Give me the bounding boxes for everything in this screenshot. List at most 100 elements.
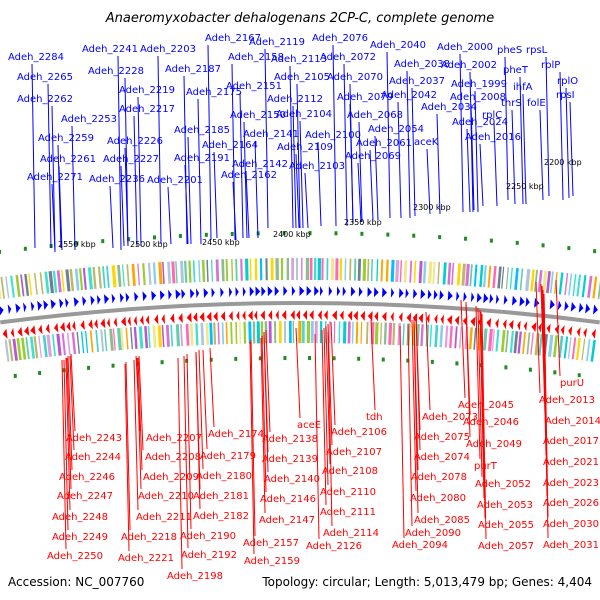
gene-arrow <box>181 289 186 299</box>
gene-arrow <box>519 296 525 307</box>
forward-gene-label: Adeh_2024 <box>452 117 508 128</box>
forward-connector <box>109 185 114 249</box>
tick-mark <box>23 246 27 251</box>
forward-connector <box>120 165 125 247</box>
kbp-label: 2550 kbp <box>58 240 96 249</box>
reverse-connector <box>63 359 69 531</box>
cog-color-segment <box>439 325 444 348</box>
gene-arrow <box>90 295 95 306</box>
gene-arrow <box>211 287 215 298</box>
cog-color-segment <box>586 339 591 362</box>
forward-gene-label: Adeh_2068 <box>347 110 403 121</box>
reverse-gene-label: Adeh_2075 <box>414 432 470 443</box>
reverse-gene-label: Adeh_2107 <box>326 447 382 458</box>
forward-gene-label: Adeh_2109 <box>277 142 333 153</box>
cog-color-segment <box>365 321 369 345</box>
cog-color-segment <box>78 268 84 291</box>
gene-arrow <box>336 286 341 297</box>
forward-gene-label: Adeh_2217 <box>119 104 175 115</box>
gene-arrow <box>203 287 209 298</box>
forward-gene-label: Adeh_2070 <box>327 72 383 83</box>
reverse-gene-label: Adeh_2198 <box>167 571 223 582</box>
reverse-gene-label: Adeh_2211 <box>136 512 192 523</box>
cog-color-segment <box>505 267 509 290</box>
gene-arrow <box>121 316 127 327</box>
gene-arrow <box>151 290 157 301</box>
forward-gene-label: Adeh_2158 <box>228 52 284 63</box>
cog-color-segment <box>360 321 363 344</box>
gene-arrow <box>72 320 76 331</box>
cog-color-segment <box>409 260 413 283</box>
cog-color-segment <box>301 258 303 281</box>
cog-color-segment <box>546 271 551 294</box>
reverse-gene-label: Adeh_2085 <box>414 515 470 526</box>
genome-backbone <box>0 301 600 325</box>
cog-color-segment <box>130 327 134 350</box>
reverse-gene-label: Adeh_2017 <box>543 436 599 447</box>
cog-color-segment <box>171 261 176 284</box>
forward-gene-label: Adeh_2175 <box>186 87 242 98</box>
gene-arrow <box>328 286 333 297</box>
gene-arrow <box>30 301 35 312</box>
cog-color-segment <box>8 339 14 362</box>
gene-arrow <box>50 299 56 310</box>
cog-color-segment <box>537 270 543 293</box>
cog-color-segment <box>572 274 577 297</box>
cog-color-segment <box>48 271 55 294</box>
forward-gene-label: Adeh_2185 <box>174 125 230 136</box>
cog-color-segment <box>454 326 458 349</box>
cog-color-segment <box>549 271 554 294</box>
reverse-connector <box>66 357 72 490</box>
forward-connector <box>58 165 63 251</box>
cog-color-segment <box>509 267 514 290</box>
forward-label-connectors <box>31 44 574 253</box>
cog-color-segment <box>526 332 531 355</box>
forward-connector <box>184 164 189 245</box>
gene-arrow <box>309 310 314 321</box>
forward-gene-label: Adeh_2150 <box>230 110 286 121</box>
reverse-gene-label: Adeh_2046 <box>463 417 519 428</box>
forward-gene-label: aceK <box>414 137 439 148</box>
reverse-gene-label: Adeh_2207 <box>146 433 202 444</box>
forward-connector <box>519 76 524 205</box>
gene-arrow <box>353 310 358 321</box>
cog-color-segment <box>487 265 492 288</box>
cog-color-segment <box>505 330 509 353</box>
cog-color-segment <box>434 324 439 348</box>
forward-connector <box>239 92 244 239</box>
gene-arrow <box>531 322 537 333</box>
reverse-gene-label: Adeh_2146 <box>260 494 316 505</box>
forward-connector <box>358 121 363 223</box>
reverse-connector <box>124 363 130 552</box>
reverse-connector <box>479 309 485 499</box>
cog-color-segment <box>0 286 2 300</box>
cog-color-segment <box>61 269 65 292</box>
reverse-connector <box>477 307 483 478</box>
forward-gene-label: Adeh_2016 <box>465 132 521 143</box>
forward-connector <box>245 170 250 239</box>
gene-arrow <box>65 297 69 308</box>
gene-arrow <box>125 292 130 303</box>
reverse-gene-label: Adeh_2248 <box>52 512 108 523</box>
cog-color-segment <box>95 329 99 353</box>
gene-arrow <box>290 310 295 321</box>
cog-color-segment <box>473 327 477 350</box>
reverse-gene-label: Adeh_2014 <box>545 416 600 427</box>
tick-mark <box>515 240 519 245</box>
gene-arrow <box>511 295 517 306</box>
cog-color-segment <box>109 328 114 351</box>
tick-mark <box>455 361 459 366</box>
gene-arrow <box>291 286 296 297</box>
forward-connector <box>343 63 348 227</box>
reverse-gene-label: Adeh_2049 <box>466 439 522 450</box>
gene-arrow <box>320 286 323 297</box>
cog-color-segment <box>131 263 136 286</box>
forward-connector <box>545 56 550 197</box>
cog-color-segment <box>46 334 52 357</box>
cog-color-segment <box>468 327 473 350</box>
gene-arrow <box>350 286 356 297</box>
gene-arrow <box>142 291 147 302</box>
cog-color-segment <box>56 270 62 293</box>
forward-connector <box>289 65 294 229</box>
